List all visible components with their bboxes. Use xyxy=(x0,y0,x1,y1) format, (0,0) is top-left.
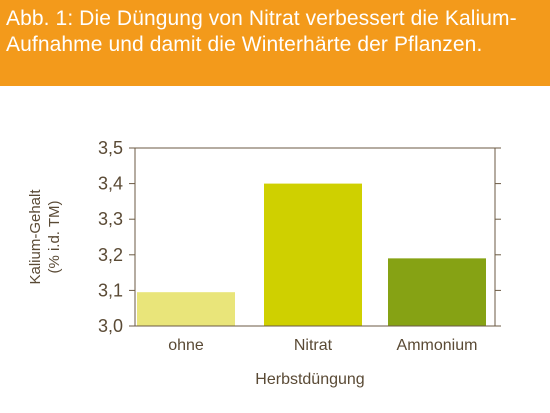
y-tick-label: 3,1 xyxy=(98,280,123,300)
y-tick-label: 3,2 xyxy=(98,245,123,265)
x-tick-label: Ammonium xyxy=(397,337,478,354)
y-tick-label: 3,3 xyxy=(98,209,123,229)
bar-ohne xyxy=(137,292,235,326)
x-tick-label: Nitrat xyxy=(294,337,333,354)
y-axis-unit-label: (% i.d. TM) xyxy=(46,200,63,273)
bars-group xyxy=(137,183,486,326)
y-axis-ticks: 3,0 3,1 3,2 3,3 3,4 3,5 xyxy=(98,138,501,336)
y-tick-label: 3,5 xyxy=(98,138,123,158)
x-axis-labels: ohne Nitrat Ammonium xyxy=(168,337,477,354)
x-axis-label: Herbstdüngung xyxy=(255,371,364,388)
y-tick-label: 3,4 xyxy=(98,174,123,194)
y-axis-label: Kalium-Gehalt xyxy=(27,189,44,285)
figure-caption: Abb. 1: Die Düngung von Nitrat verbesser… xyxy=(6,7,517,56)
bar-ammonium xyxy=(388,258,486,326)
x-tick-label: ohne xyxy=(168,337,204,354)
figure-header: Abb. 1: Die Düngung von Nitrat verbesser… xyxy=(0,0,550,86)
plot-frame xyxy=(134,147,496,327)
chart-container: 3,0 3,1 3,2 3,3 3,4 3,5 ohne Nitrat Ammonium Ka… xyxy=(0,86,550,413)
y-tick-label: 3,0 xyxy=(98,316,123,336)
bar-nitrat xyxy=(264,183,362,326)
bar-chart: 3,0 3,1 3,2 3,3 3,4 3,5 ohne Nitrat Ammonium Ka… xyxy=(27,138,501,388)
